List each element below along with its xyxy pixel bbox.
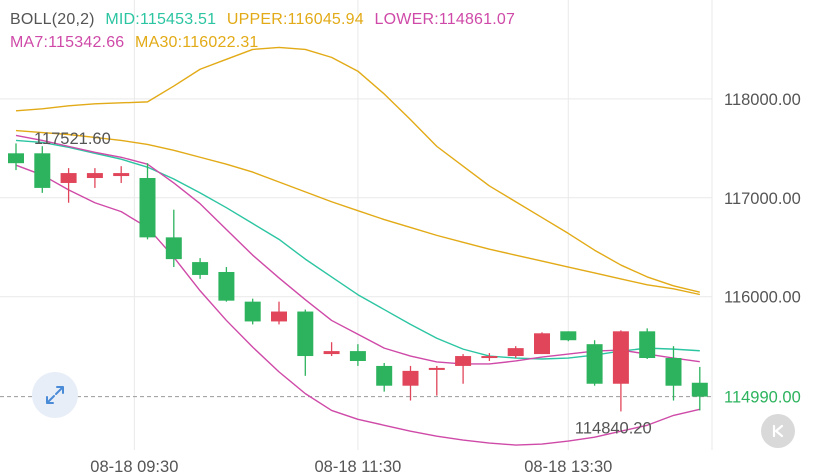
price-annotation: 117521.60 xyxy=(34,130,111,148)
candle-body xyxy=(271,311,287,322)
candle-body xyxy=(192,262,209,275)
x-tick-label: 08-18 09:30 xyxy=(90,458,178,475)
candle-body xyxy=(534,333,550,355)
series-line-ma30 xyxy=(15,129,700,296)
y-tick-label: 117000.00 xyxy=(724,190,801,208)
axis-labels: 118000.00 117000.00 116000.00 08-18 09:30 08… xyxy=(34,91,801,475)
legend-mid: MID:115453.51 xyxy=(105,11,217,28)
candle[interactable] xyxy=(218,267,235,302)
candle[interactable] xyxy=(349,344,366,366)
legend-upper: UPPER:116045.94 xyxy=(226,11,364,28)
candle-body xyxy=(165,237,182,260)
candle-body xyxy=(481,356,498,359)
candle[interactable] xyxy=(8,143,24,171)
series-line-ma7 xyxy=(15,134,700,365)
candle[interactable] xyxy=(402,365,419,401)
candle[interactable] xyxy=(612,330,629,412)
series-line-lower xyxy=(15,164,700,446)
indicator-lines xyxy=(15,46,700,446)
candle-body xyxy=(60,173,77,183)
skip-back-icon xyxy=(772,424,784,438)
expand-button[interactable] xyxy=(32,372,78,418)
price-annotation: 114840.20 xyxy=(575,419,652,437)
y-tick-label: 116000.00 xyxy=(724,289,801,307)
candle-body xyxy=(455,356,472,366)
candle-body xyxy=(8,153,24,164)
candle-body xyxy=(639,331,656,359)
candle-body xyxy=(691,382,708,397)
candle-body xyxy=(113,173,130,177)
candle[interactable] xyxy=(113,166,130,183)
candle[interactable] xyxy=(691,366,708,411)
legend-ma7: MA7:115342.66 xyxy=(10,34,125,51)
candle-body xyxy=(402,370,419,386)
series-line-upper xyxy=(15,46,700,293)
y-tick-label: 118000.00 xyxy=(724,91,801,109)
candle-body xyxy=(612,331,629,384)
candle[interactable] xyxy=(376,362,393,392)
candle[interactable] xyxy=(455,354,472,384)
candle-body xyxy=(376,365,393,386)
candle[interactable] xyxy=(665,346,682,401)
candle[interactable] xyxy=(507,346,524,359)
candle[interactable] xyxy=(428,365,445,396)
x-tick-label: 08-18 11:30 xyxy=(314,458,401,475)
legend-row-boll: BOLL(20,2) MID:115453.51 UPPER:116045.94… xyxy=(10,11,521,29)
legend-lower: LOWER:114861.07 xyxy=(374,11,516,28)
legend-row-ma: MA7:115342.66 MA30:116022.31 xyxy=(10,34,265,52)
candle-body xyxy=(297,311,314,357)
candle-body xyxy=(349,351,366,361)
candle-body xyxy=(323,351,340,355)
candles[interactable] xyxy=(8,143,708,412)
candle-body xyxy=(218,271,235,301)
candle[interactable] xyxy=(244,298,261,325)
candle[interactable] xyxy=(639,328,656,360)
candle[interactable] xyxy=(481,353,498,361)
candle[interactable] xyxy=(323,342,340,357)
candle-body xyxy=(428,367,445,370)
candle[interactable] xyxy=(297,309,314,376)
candle[interactable] xyxy=(34,146,51,193)
candle[interactable] xyxy=(271,301,287,325)
legend-ma30: MA30:116022.31 xyxy=(135,34,259,51)
candle-body xyxy=(507,348,524,357)
legend-boll: BOLL(20,2) xyxy=(10,11,95,28)
candle-body xyxy=(560,331,577,341)
candle-body xyxy=(34,153,51,188)
candle[interactable] xyxy=(139,163,156,240)
candle[interactable] xyxy=(586,340,603,386)
candle[interactable] xyxy=(60,168,77,203)
back-to-latest-button[interactable] xyxy=(761,414,795,448)
series-line-mid xyxy=(15,139,700,360)
candle[interactable] xyxy=(560,331,577,342)
candle[interactable] xyxy=(86,168,103,188)
candle-body xyxy=(139,178,156,238)
candle-body xyxy=(244,301,261,322)
candle[interactable] xyxy=(192,258,209,279)
current-price-label: 114990.00 xyxy=(724,389,801,407)
x-tick-label: 08-18 13:30 xyxy=(524,458,612,475)
expand-arrows-icon xyxy=(46,386,64,404)
grid xyxy=(0,0,713,450)
candle-body xyxy=(86,173,103,179)
candle[interactable] xyxy=(165,209,182,268)
candle[interactable] xyxy=(534,332,550,355)
candle-body xyxy=(665,358,682,386)
candle-body xyxy=(586,344,603,384)
